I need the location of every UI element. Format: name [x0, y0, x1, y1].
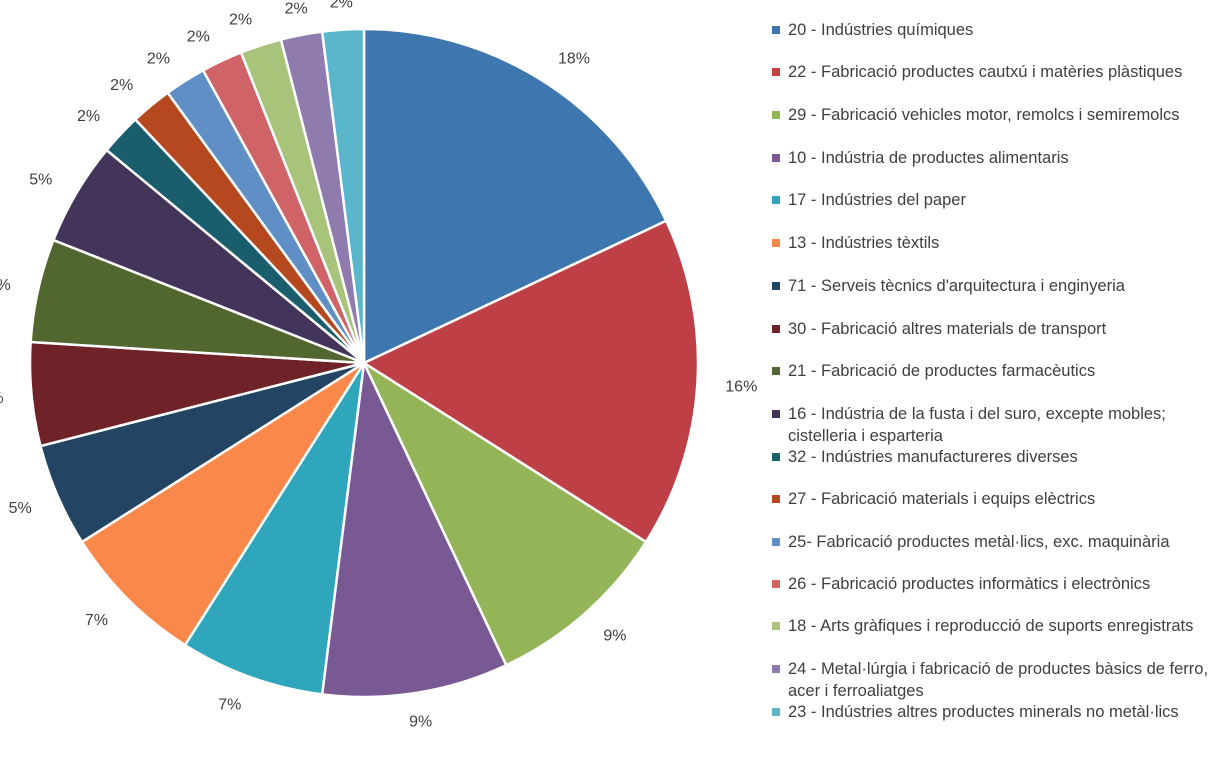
- legend-label: 30 - Fabricació altres materials de tran…: [788, 320, 1107, 338]
- legend-label: 20 - Indústries químiques: [788, 21, 974, 39]
- legend-swatch: [772, 325, 780, 333]
- slice-data-label: 18%: [558, 50, 590, 67]
- pie-slice: [80, 361, 366, 647]
- legend-label: 26 - Fabricació productes informàtics i …: [788, 575, 1151, 593]
- legend-label: 13 - Indústries tèxtils: [788, 234, 940, 252]
- slice-data-label: 5%: [0, 277, 11, 294]
- slice-data-label: 2%: [147, 50, 170, 67]
- legend-swatch: [772, 622, 780, 630]
- legend-swatch: [772, 196, 780, 204]
- pie-slice: [320, 27, 366, 365]
- legend-label: 16 - Indústria de la fusta i del suro, e…: [788, 405, 1166, 445]
- legend-swatch: [772, 453, 780, 461]
- legend-label: 10 - Indústria de productes alimentaris: [788, 149, 1069, 167]
- legend-label: 29 - Fabricació vehicles motor, remolcs …: [788, 106, 1180, 124]
- legend-label: 25- Fabricació productes metàl·lics, exc…: [788, 533, 1170, 551]
- legend-label: 24 - Metal·lúrgia i fabricació de produc…: [788, 660, 1209, 700]
- slice-data-label: 2%: [187, 28, 210, 45]
- legend-swatch: [772, 154, 780, 162]
- legend-swatch: [772, 26, 780, 34]
- legend-swatch: [772, 68, 780, 76]
- pie-slice: [362, 361, 648, 667]
- slice-data-label: 5%: [29, 172, 52, 189]
- legend-label: 21 - Fabricació de productes farmacèutic…: [788, 362, 1096, 380]
- slice-data-label: 16%: [725, 379, 757, 396]
- slice-data-label: 5%: [9, 500, 32, 517]
- pie-slice: [362, 27, 668, 365]
- legend-swatch: [772, 410, 780, 418]
- legend-label: 18 - Arts gràfiques i reproducció de sup…: [788, 617, 1194, 635]
- legend-swatch: [772, 367, 780, 375]
- legend-label: 27 - Fabricació materials i equips elèct…: [788, 490, 1096, 508]
- legend-label: 71 - Serveis tècnics d'arquitectura i en…: [788, 277, 1125, 295]
- slice-data-label: 9%: [603, 628, 626, 645]
- slice-data-label: 5%: [0, 390, 4, 407]
- pie-chart: 18% 16% 9% 9% 7% 7% 5% 5% 5% 5% 2% 2% 2% 2% 2% 2% 2%: [0, 0, 757, 731]
- legend-swatch: [772, 538, 780, 546]
- pie-slice: [320, 361, 508, 699]
- legend-swatch: [772, 282, 780, 290]
- legend-swatch: [772, 111, 780, 119]
- pie-slice: [362, 219, 700, 544]
- slice-data-label: 2%: [110, 77, 133, 94]
- pie-slice: [183, 361, 366, 696]
- slice-data-label: 2%: [285, 0, 308, 17]
- legend-swatch: [772, 495, 780, 503]
- legend-label: 23 - Indústries altres productes mineral…: [788, 703, 1179, 721]
- slice-data-label: 7%: [85, 612, 108, 629]
- slice-data-label: 9%: [409, 714, 432, 731]
- legend-label: 32 - Indústries manufactureres diverses: [788, 448, 1078, 466]
- legend-swatch: [772, 708, 780, 716]
- slice-data-label: 2%: [330, 0, 353, 12]
- chart-legend: 20 - Indústries químiques 22 - Fabricació…: [772, 0, 1222, 758]
- legend-swatch: [772, 239, 780, 247]
- slice-data-label: 7%: [218, 697, 241, 714]
- legend-label: 17 - Indústries del paper: [788, 191, 966, 209]
- legend-swatch: [772, 580, 780, 588]
- slice-data-label: 2%: [77, 108, 100, 125]
- legend-swatch: [772, 665, 780, 673]
- slice-data-label: 2%: [229, 12, 252, 29]
- legend-label: 22 - Fabricació productes cautxú i matèr…: [788, 63, 1183, 81]
